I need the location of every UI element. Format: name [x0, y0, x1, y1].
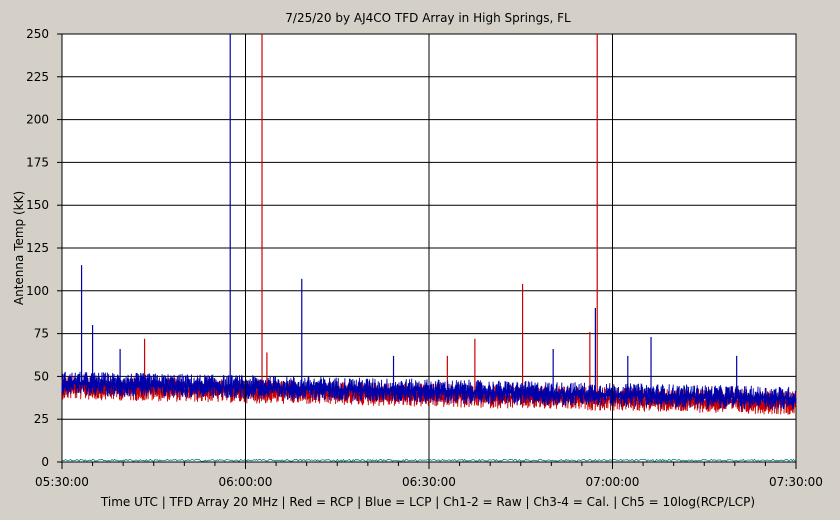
vertical-markers [245, 34, 613, 462]
y-tick-label: 25 [34, 412, 49, 426]
x-tick-label: 06:30:00 [402, 475, 456, 489]
y-tick-label: 50 [34, 369, 49, 383]
ratio-trace [61, 458, 797, 463]
chart-title: 7/25/20 by AJ4CO TFD Array in High Sprin… [285, 11, 571, 25]
y-tick-label: 100 [26, 284, 49, 298]
x-axis-label: Time UTC | TFD Array 20 MHz | Red = RCP … [100, 495, 755, 509]
x-axis-ticks: 05:30:00 06:00:00 06:30:00 07:00:00 07:30:00 [35, 462, 823, 489]
y-tick-label: 75 [34, 327, 49, 341]
x-tick-label: 07:30:00 [769, 475, 823, 489]
lcp-trace [61, 371, 797, 410]
y-tick-label: 150 [26, 198, 49, 212]
y-tick-label: 250 [26, 27, 49, 41]
ratio-series-ch5 [61, 458, 797, 463]
y-tick-label: 200 [26, 113, 49, 127]
x-tick-label: 07:00:00 [586, 475, 640, 489]
lcp-series [61, 34, 797, 410]
y-tick-label: 225 [26, 70, 49, 84]
y-tick-label: 175 [26, 155, 49, 169]
x-tick-label: 06:00:00 [219, 475, 273, 489]
y-axis-label: Antenna Temp (kK) [12, 191, 26, 305]
x-tick-label: 05:30:00 [35, 475, 89, 489]
y-axis-ticks: 0 25 50 75 100 125 150 175 200 225 250 [26, 27, 62, 469]
y-tick-label: 0 [41, 455, 49, 469]
y-tick-label: 125 [26, 241, 49, 255]
